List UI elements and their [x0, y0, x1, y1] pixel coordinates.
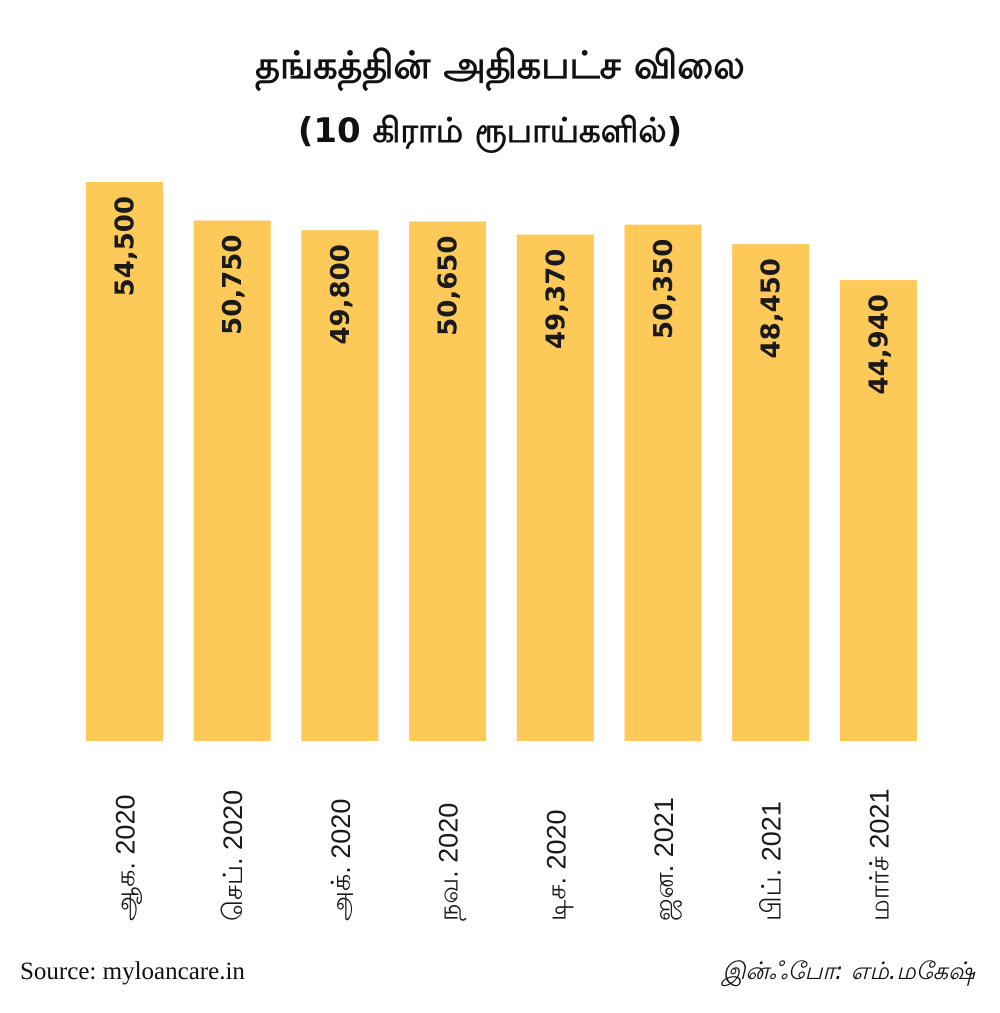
- bar-value-label-8: 44,940: [864, 294, 894, 394]
- category-label-7: பிப். 2021: [757, 801, 787, 921]
- credit-note: இன்ஃபோ: எம்.மகேஷ்: [720, 957, 976, 987]
- category-label-3: அக். 2020: [326, 799, 356, 921]
- category-labels-group: ஆக. 2020 செப். 2020 அக். 2020 நவ. 2020 டிச. …: [111, 789, 895, 921]
- chart-title: தங்கத்தின் அதிகபட்ச விலை: [255, 43, 745, 91]
- bars-group: [86, 182, 917, 742]
- category-label-4: நவ. 2020: [434, 803, 467, 921]
- bar-3: [301, 230, 379, 741]
- bar-value-label-7: 48,450: [757, 258, 787, 358]
- source-note: Source: myloancare.in: [20, 958, 245, 985]
- bar-6: [624, 224, 702, 742]
- bar-value-label-3: 49,800: [326, 244, 356, 344]
- bar-value-label-4: 50,650: [434, 236, 464, 336]
- value-labels-group: 54,500 50,750 49,800 50,650 49,370 50,350 48,4…: [111, 196, 895, 394]
- bar-value-label-5: 49,370: [541, 249, 571, 349]
- category-label-6: ஜன. 2021: [649, 797, 682, 921]
- bar-8: [839, 280, 917, 741]
- category-label-2: செப். 2020: [218, 790, 248, 921]
- chart-subtitle: (10 கிராம் ரூபாய்களில்): [298, 111, 682, 153]
- bar-1: [86, 182, 163, 741]
- bar-value-label-1: 54,500: [111, 196, 141, 296]
- bar-value-label-6: 50,350: [649, 239, 679, 339]
- category-label-1: ஆக. 2020: [111, 795, 143, 921]
- bar-4: [409, 221, 487, 741]
- category-label-8: மார்ச் 2021: [864, 789, 894, 921]
- bar-5: [516, 234, 594, 741]
- category-label-5: டிச. 2020: [541, 809, 573, 921]
- bar-2: [193, 220, 271, 741]
- bar-value-label-2: 50,750: [218, 235, 248, 335]
- bar-7: [732, 244, 810, 741]
